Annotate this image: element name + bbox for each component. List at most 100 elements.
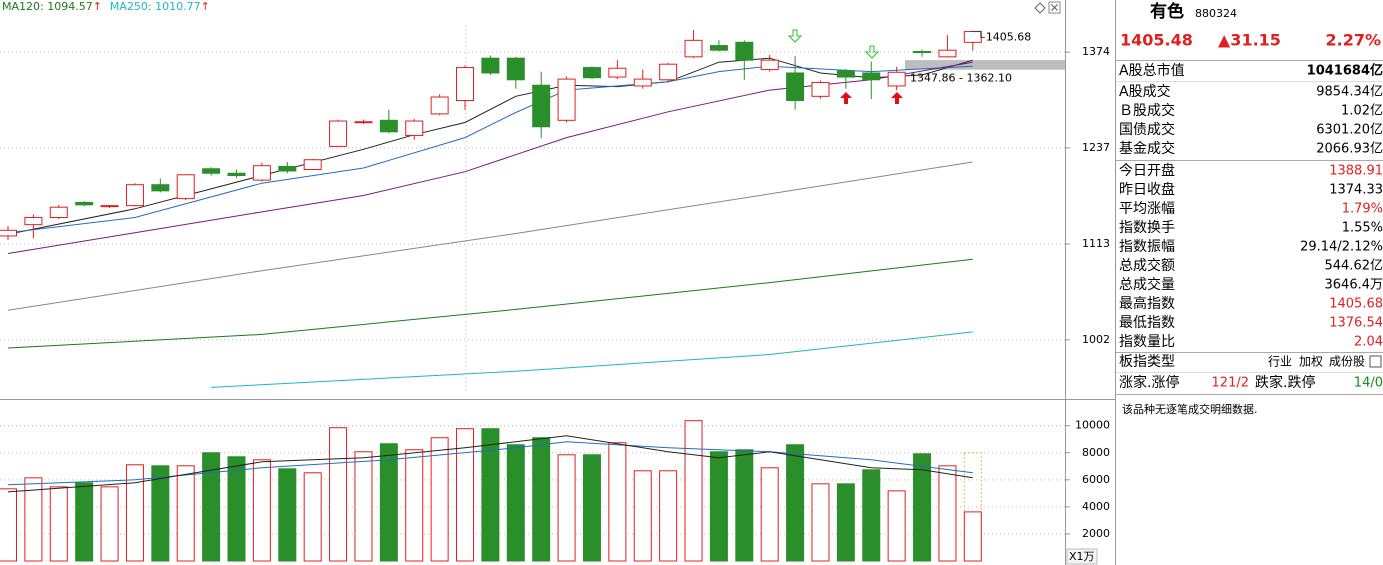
row-value: 1376.54	[1329, 316, 1383, 331]
candle-body	[227, 172, 246, 177]
candle-body	[811, 82, 830, 97]
volume-bar	[760, 467, 779, 562]
row-value: 1.79%	[1342, 202, 1383, 217]
sell-signal	[787, 29, 803, 43]
candle-body	[582, 67, 601, 79]
candle-body	[938, 49, 957, 58]
type-option[interactable]: 行业	[1268, 355, 1292, 369]
candle-body	[125, 184, 144, 207]
volume-bar	[227, 456, 246, 562]
volume-bar	[329, 427, 348, 562]
grid-icon[interactable]	[1369, 355, 1382, 368]
volume-bar	[151, 465, 170, 562]
candle-body	[862, 72, 881, 81]
row-label: 指数振幅	[1119, 239, 1175, 255]
candle-body	[176, 174, 195, 200]
close-icon[interactable]	[1048, 1, 1061, 14]
y-tick-label: 1002	[1082, 333, 1110, 346]
panel-change: ▲31.15	[1218, 31, 1281, 50]
unit-box	[1066, 548, 1098, 565]
candle-body	[786, 72, 805, 102]
row-value: 2066.93亿	[1316, 142, 1383, 157]
legend-text: MA120: 1094.57	[2, 0, 93, 13]
candle-body	[49, 206, 68, 218]
volume-bar	[608, 442, 627, 562]
candle-body	[430, 96, 449, 115]
row-value: 1.55%	[1342, 221, 1383, 236]
volume-bar	[278, 468, 297, 562]
row-value: 1374.33	[1329, 183, 1383, 198]
legend-text: MA250: 1010.77	[110, 0, 201, 13]
candle-body	[887, 71, 906, 87]
row-value: 1041684亿	[1307, 63, 1383, 79]
row-value: 1.02亿	[1341, 104, 1383, 119]
candle-body	[532, 84, 551, 128]
price-band	[905, 60, 1065, 70]
volume-bar	[735, 449, 754, 562]
buy-signal	[891, 92, 903, 104]
band-label: 1347.86 - 1362.10	[910, 72, 1012, 85]
row-label: 昨日收盘	[1119, 181, 1175, 198]
volume-bar	[506, 444, 525, 562]
volume-bar	[252, 459, 271, 562]
volume-bar	[913, 453, 932, 562]
row-label: 今日开盘	[1119, 162, 1175, 179]
volume-bar	[786, 444, 805, 562]
breadth-down: 14/0	[1354, 376, 1383, 391]
volume-bar	[963, 511, 982, 562]
volume-bar	[557, 454, 576, 562]
candle-body	[481, 57, 500, 74]
y-tick-label: 1374	[1082, 45, 1110, 58]
candle-body	[151, 184, 170, 192]
y-tick-label: 1113	[1082, 237, 1110, 250]
volume-bar	[481, 428, 500, 562]
legend: MA120: 1094.57↑ MA250: 1010.77↑	[2, 0, 210, 13]
candle-body	[354, 121, 373, 124]
type-option[interactable]: 加权	[1299, 355, 1323, 369]
candle-body	[24, 216, 43, 226]
legend-arrow: ↑	[93, 0, 102, 13]
row-value: 9854.34亿	[1316, 85, 1383, 100]
row-label: 总成交量	[1119, 276, 1175, 293]
row-value: 2.04	[1354, 335, 1383, 350]
type-option[interactable]: 成份股	[1329, 355, 1365, 369]
candle-body	[963, 31, 982, 43]
candle-body	[608, 67, 627, 78]
candle-body	[684, 39, 703, 58]
y-tick-label: 4000	[1082, 500, 1110, 513]
candle-body	[836, 70, 855, 78]
row-value: 1405.68	[1329, 297, 1383, 312]
volume-bar	[176, 465, 195, 562]
volume-bar	[862, 469, 881, 562]
volume-bar	[49, 486, 68, 562]
candle-body	[709, 45, 728, 51]
volume-bar	[24, 477, 43, 562]
row-value: 6301.20亿	[1316, 123, 1383, 138]
breadth-down-label: 跌家.跌停	[1255, 374, 1315, 391]
candle-body	[456, 67, 475, 102]
volume-bar	[456, 428, 475, 562]
candle-body	[329, 120, 348, 147]
volume-bar	[633, 470, 652, 562]
volume-bar	[532, 437, 551, 562]
y-tick-label: 2000	[1082, 527, 1110, 540]
candle-body	[405, 120, 424, 136]
candle-body	[557, 78, 576, 121]
row-label: 指数换手	[1119, 219, 1175, 236]
moving-average-line	[7, 441, 973, 486]
candle-body	[75, 202, 94, 206]
candle-body	[252, 165, 271, 181]
row-value: 3646.4万	[1325, 278, 1383, 293]
y-tick-label: 1237	[1082, 141, 1110, 154]
row-label: A股成交	[1119, 83, 1171, 100]
panel-title: 有色	[1150, 1, 1184, 22]
panel-pct: 2.27%	[1325, 31, 1381, 50]
panel-price: 1405.48	[1120, 31, 1193, 50]
row-label: 平均涨幅	[1119, 201, 1175, 217]
diamond-icon[interactable]	[1034, 2, 1046, 14]
volume-bar	[836, 483, 855, 562]
row-label: Ｂ股成交	[1119, 102, 1175, 119]
volume-bar	[938, 465, 957, 562]
volume-bar	[75, 482, 94, 562]
